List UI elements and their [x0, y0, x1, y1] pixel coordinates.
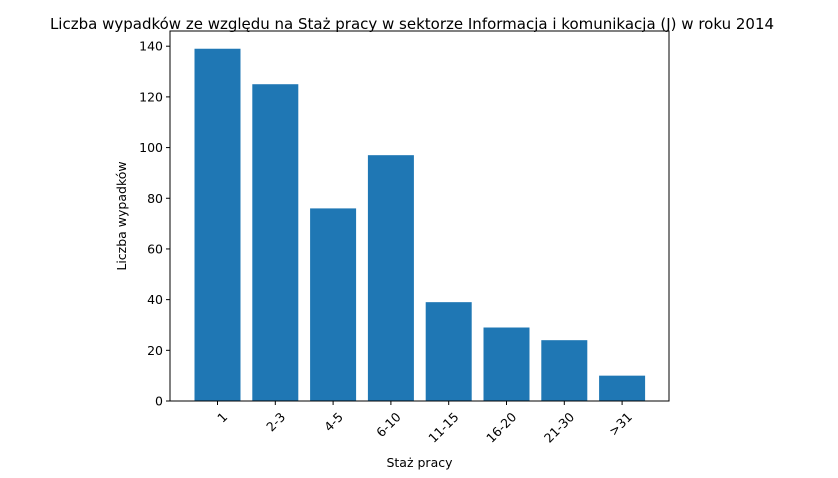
bars-layer	[194, 48, 646, 402]
y-axis-title: Liczba wypadków	[114, 161, 129, 270]
bar-4-5	[310, 208, 357, 401]
plot-frame	[169, 30, 670, 402]
chart-title: Liczba wypadków ze względu na Staż pracy…	[50, 15, 774, 33]
y-tick-label: 0	[155, 394, 163, 409]
y-tick-label: 140	[139, 39, 163, 54]
y-tick-label: 120	[139, 89, 163, 104]
x-tick-label: 11-15	[425, 409, 461, 445]
bar->31	[599, 375, 646, 401]
y-tick-label: 20	[147, 343, 163, 358]
bar-2-3	[252, 84, 299, 401]
x-tick-label: 16-20	[483, 409, 519, 445]
x-tick-label: 21-30	[541, 409, 577, 445]
x-tick-label: 1	[214, 409, 230, 425]
x-tick-label: 4-5	[321, 409, 346, 434]
y-tick-label: 40	[147, 292, 163, 307]
bar-16-20	[483, 327, 530, 401]
x-tick-label: >31	[606, 409, 635, 438]
y-axis: 0 20 40 60 80 100 120 140	[139, 39, 170, 409]
y-tick-label: 80	[147, 191, 163, 206]
bar-1	[194, 48, 241, 402]
x-tick-label: 2-3	[263, 409, 288, 434]
bar-6-10	[367, 155, 414, 401]
bar-11-15	[425, 302, 472, 401]
bar-21-30	[541, 340, 588, 401]
x-axis: 1 2-3 4-5 6-10 11-15 16-20 21-30 >31	[214, 401, 635, 446]
y-tick-label: 60	[147, 241, 163, 256]
x-tick-label: 6-10	[373, 409, 404, 440]
x-axis-title: Staż pracy	[386, 455, 453, 470]
y-tick-label: 100	[139, 140, 163, 155]
